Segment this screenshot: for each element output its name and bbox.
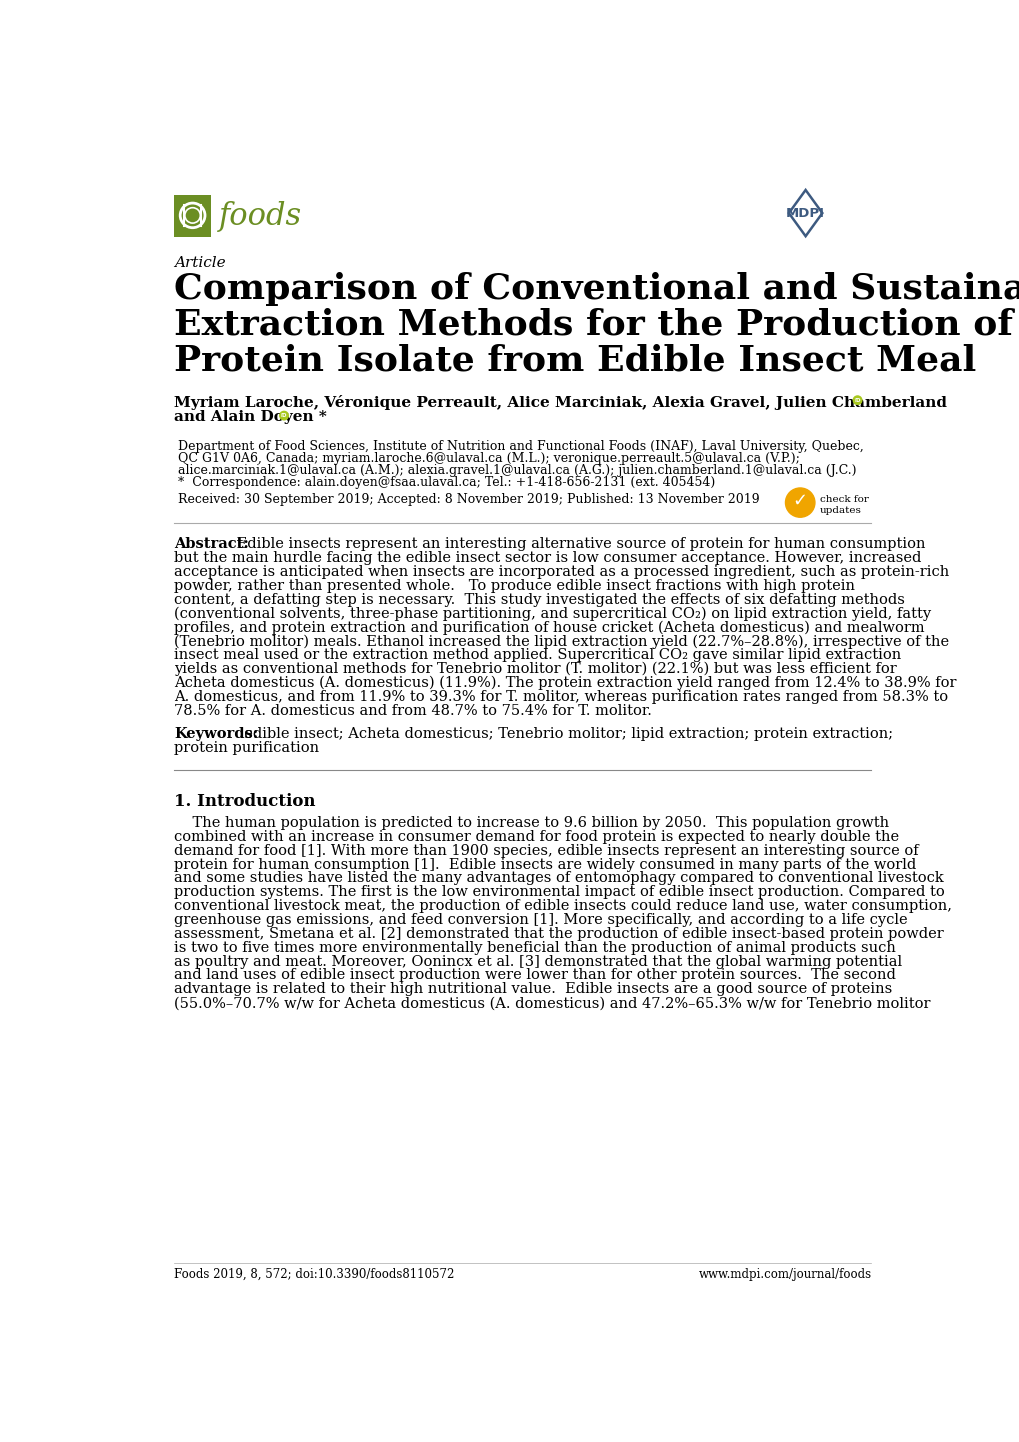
- Text: 78.5% for A. domesticus and from 48.7% to 75.4% for T. molitor.: 78.5% for A. domesticus and from 48.7% t…: [174, 704, 651, 718]
- Text: Foods 2019, 8, 572; doi:10.3390/foods8110572: Foods 2019, 8, 572; doi:10.3390/foods811…: [174, 1268, 453, 1280]
- Text: advantage is related to their high nutritional value.  Edible insects are a good: advantage is related to their high nutri…: [174, 982, 892, 996]
- Text: acceptance is anticipated when insects are incorporated as a processed ingredien: acceptance is anticipated when insects a…: [174, 565, 949, 580]
- Text: Edible insects represent an interesting alternative source of protein for human : Edible insects represent an interesting …: [232, 538, 924, 551]
- Text: Acheta domesticus (A. domesticus) (11.9%). The protein extraction yield ranged f: Acheta domesticus (A. domesticus) (11.9%…: [174, 676, 956, 691]
- Text: MDPI: MDPI: [786, 208, 824, 221]
- Text: iD: iD: [280, 412, 287, 418]
- Circle shape: [853, 397, 861, 404]
- Text: (conventional solvents, three-phase partitioning, and supercritical CO₂) on lipi: (conventional solvents, three-phase part…: [174, 607, 930, 622]
- FancyBboxPatch shape: [174, 195, 211, 236]
- Text: Article: Article: [174, 257, 225, 270]
- Circle shape: [785, 487, 814, 518]
- Text: www.mdpi.com/journal/foods: www.mdpi.com/journal/foods: [698, 1268, 870, 1280]
- Text: iD: iD: [854, 398, 860, 402]
- Text: (Tenebrio molitor) meals. Ethanol increased the lipid extraction yield (22.7%–28: (Tenebrio molitor) meals. Ethanol increa…: [174, 634, 949, 649]
- Text: edible insect; Acheta domesticus; Tenebrio molitor; lipid extraction; protein ex: edible insect; Acheta domesticus; Tenebr…: [235, 727, 893, 741]
- Text: insect meal used or the extraction method applied. Supercritical CO₂ gave simila: insect meal used or the extraction metho…: [174, 647, 901, 662]
- Text: and some studies have listed the many advantages of entomophagy compared to conv: and some studies have listed the many ad…: [174, 871, 943, 885]
- Text: yields as conventional methods for Tenebrio molitor (T. molitor) (22.1%) but was: yields as conventional methods for Teneb…: [174, 662, 896, 676]
- Text: protein for human consumption [1].  Edible insects are widely consumed in many p: protein for human consumption [1]. Edibl…: [174, 858, 915, 871]
- Text: conventional livestock meat, the production of edible insects could reduce land : conventional livestock meat, the product…: [174, 900, 951, 913]
- Text: Keywords:: Keywords:: [174, 727, 258, 741]
- Text: check for
updates: check for updates: [819, 495, 867, 515]
- Text: is two to five times more environmentally beneficial than the production of anim: is two to five times more environmentall…: [174, 940, 895, 955]
- Text: combined with an increase in consumer demand for food protein is expected to nea: combined with an increase in consumer de…: [174, 829, 898, 844]
- Text: as poultry and meat. Moreover, Oonincx et al. [3] demonstrated that the global w: as poultry and meat. Moreover, Oonincx e…: [174, 955, 901, 969]
- Circle shape: [279, 411, 288, 420]
- Text: A. domesticus, and from 11.9% to 39.3% for T. molitor, whereas purification rate: A. domesticus, and from 11.9% to 39.3% f…: [174, 689, 948, 704]
- Text: Received: 30 September 2019; Accepted: 8 November 2019; Published: 13 November 2: Received: 30 September 2019; Accepted: 8…: [177, 493, 759, 506]
- Text: *  Correspondence: alain.doyen@fsaa.ulaval.ca; Tel.: +1-418-656-2131 (ext. 40545: * Correspondence: alain.doyen@fsaa.ulava…: [177, 476, 714, 489]
- Text: content, a defatting step is necessary.  This study investigated the effects of : content, a defatting step is necessary. …: [174, 593, 904, 607]
- Text: QC G1V 0A6, Canada; myriam.laroche.6@ulaval.ca (M.L.); veronique.perreault.5@ula: QC G1V 0A6, Canada; myriam.laroche.6@ula…: [177, 453, 799, 466]
- Text: ✓: ✓: [792, 492, 807, 510]
- Text: Abstract:: Abstract:: [174, 538, 249, 551]
- Text: powder, rather than presented whole.   To produce edible insect fractions with h: powder, rather than presented whole. To …: [174, 578, 854, 593]
- Text: The human population is predicted to increase to 9.6 billion by 2050.  This popu: The human population is predicted to inc…: [174, 816, 889, 831]
- Text: Protein Isolate from Edible Insect Meal: Protein Isolate from Edible Insect Meal: [174, 345, 975, 378]
- Text: foods: foods: [219, 200, 302, 232]
- Text: assessment, Smetana et al. [2] demonstrated that the production of edible insect: assessment, Smetana et al. [2] demonstra…: [174, 927, 943, 940]
- Text: protein purification: protein purification: [174, 741, 319, 754]
- Text: profiles, and protein extraction and purification of house cricket (Acheta domes: profiles, and protein extraction and pur…: [174, 620, 923, 634]
- Text: but the main hurdle facing the edible insect sector is low consumer acceptance. : but the main hurdle facing the edible in…: [174, 551, 920, 565]
- Text: alice.marciniak.1@ulaval.ca (A.M.); alexia.gravel.1@ulaval.ca (A.G.); julien.cha: alice.marciniak.1@ulaval.ca (A.M.); alex…: [177, 464, 856, 477]
- Text: greenhouse gas emissions, and feed conversion [1]. More specifically, and accord: greenhouse gas emissions, and feed conve…: [174, 913, 907, 927]
- Text: Extraction Methods for the Production of Oil and: Extraction Methods for the Production of…: [174, 307, 1019, 342]
- Text: Myriam Laroche, Véronique Perreault, Alice Marciniak, Alexia Gravel, Julien Cham: Myriam Laroche, Véronique Perreault, Ali…: [174, 395, 946, 410]
- Text: demand for food [1]. With more than 1900 species, edible insects represent an in: demand for food [1]. With more than 1900…: [174, 844, 918, 858]
- Text: and land uses of edible insect production were lower than for other protein sour: and land uses of edible insect productio…: [174, 969, 895, 982]
- Text: Comparison of Conventional and Sustainable Lipid: Comparison of Conventional and Sustainab…: [174, 271, 1019, 306]
- Text: and Alain Doyen *: and Alain Doyen *: [174, 410, 326, 424]
- Text: (55.0%–70.7% w/w for Acheta domesticus (A. domesticus) and 47.2%–65.3% w/w for T: (55.0%–70.7% w/w for Acheta domesticus (…: [174, 996, 929, 1011]
- Text: Department of Food Sciences, Institute of Nutrition and Functional Foods (INAF),: Department of Food Sciences, Institute o…: [177, 440, 863, 453]
- Text: production systems. The first is the low environmental impact of edible insect p: production systems. The first is the low…: [174, 885, 944, 900]
- Text: 1. Introduction: 1. Introduction: [174, 793, 315, 810]
